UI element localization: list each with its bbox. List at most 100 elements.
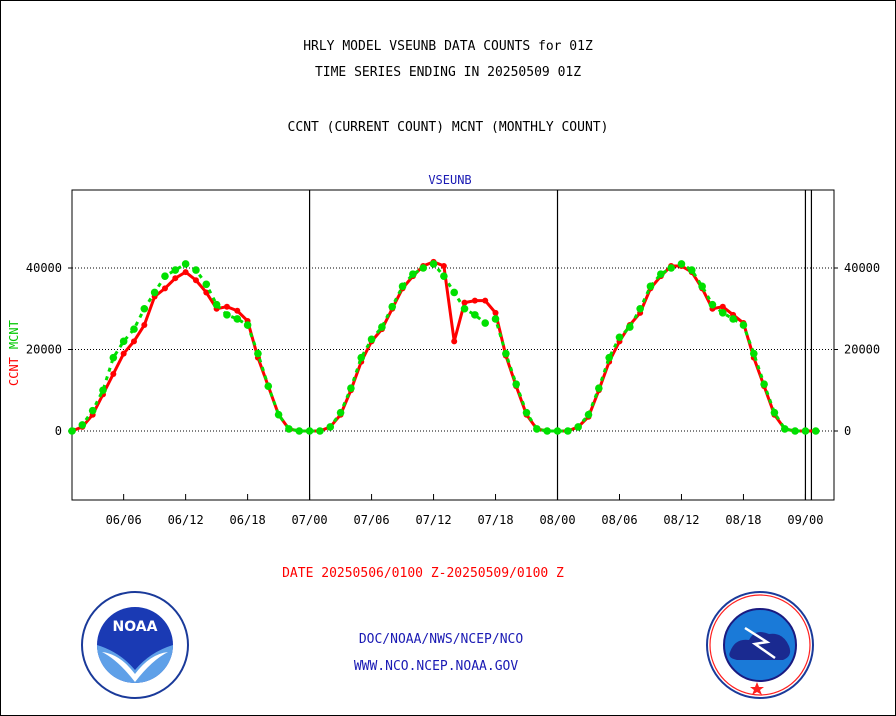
point-mcnt bbox=[512, 380, 520, 388]
point-mcnt bbox=[718, 309, 727, 317]
point-mcnt bbox=[811, 427, 820, 435]
point-ccnt bbox=[440, 262, 447, 269]
point-mcnt bbox=[688, 266, 696, 274]
point-mcnt bbox=[502, 349, 510, 358]
point-mcnt bbox=[729, 315, 737, 323]
point-mcnt bbox=[202, 280, 211, 289]
point-mcnt bbox=[626, 323, 634, 331]
point-ccnt bbox=[482, 297, 489, 304]
x-tick-07/06: 07/06 bbox=[354, 513, 390, 527]
chart-title-line-2: TIME SERIES ENDING IN 20250509 01Z bbox=[314, 65, 582, 80]
point-mcnt bbox=[553, 427, 562, 435]
point-mcnt bbox=[491, 315, 500, 323]
point-mcnt bbox=[409, 270, 417, 278]
point-mcnt bbox=[68, 427, 76, 435]
point-mcnt bbox=[657, 270, 665, 278]
y-tick-right-0: 0 bbox=[844, 424, 851, 438]
point-mcnt bbox=[109, 353, 118, 362]
point-mcnt bbox=[150, 288, 159, 297]
point-mcnt bbox=[739, 321, 748, 329]
y-tick-left-20000: 20000 bbox=[26, 343, 62, 357]
y-label-ccnt: CCNT bbox=[7, 357, 21, 386]
point-mcnt bbox=[770, 408, 779, 417]
point-mcnt bbox=[243, 321, 252, 329]
point-mcnt bbox=[78, 421, 87, 429]
point-mcnt bbox=[450, 288, 459, 297]
point-mcnt bbox=[223, 311, 231, 319]
point-ccnt bbox=[161, 285, 168, 292]
point-mcnt bbox=[708, 300, 717, 309]
point-mcnt bbox=[357, 353, 366, 362]
x-tick-08/06: 08/06 bbox=[601, 513, 637, 527]
point-mcnt bbox=[305, 427, 314, 435]
point-ccnt bbox=[719, 303, 726, 310]
point-mcnt bbox=[295, 427, 304, 435]
point-mcnt bbox=[574, 423, 582, 431]
point-mcnt bbox=[636, 304, 644, 313]
point-ccnt bbox=[223, 303, 230, 310]
point-ccnt bbox=[192, 277, 199, 284]
point-ccnt bbox=[234, 307, 241, 314]
point-ccnt bbox=[141, 322, 148, 329]
point-mcnt bbox=[533, 425, 541, 433]
point-mcnt bbox=[192, 266, 200, 274]
point-mcnt bbox=[398, 282, 407, 291]
point-mcnt bbox=[119, 337, 128, 346]
x-tick-06/06: 06/06 bbox=[106, 513, 142, 527]
point-mcnt bbox=[88, 406, 97, 415]
nws-logo-icon bbox=[706, 591, 814, 699]
point-mcnt bbox=[481, 319, 490, 327]
point-mcnt bbox=[212, 300, 221, 309]
footer-org: DOC/NOAA/NWS/NCEP/NCO bbox=[358, 632, 524, 647]
x-tick-07/12: 07/12 bbox=[415, 513, 451, 527]
x-tick-08/12: 08/12 bbox=[663, 513, 699, 527]
point-mcnt bbox=[161, 272, 169, 280]
point-mcnt bbox=[140, 304, 149, 313]
plot-frame bbox=[71, 189, 835, 501]
y-tick-left-0: 0 bbox=[55, 424, 62, 438]
point-mcnt bbox=[429, 260, 438, 268]
point-ccnt bbox=[172, 275, 179, 282]
point-mcnt bbox=[615, 333, 624, 342]
y-tick-left-40000: 40000 bbox=[26, 261, 62, 275]
point-mcnt bbox=[336, 408, 345, 417]
chart-subtitle: CCNT (CURRENT COUNT) MCNT (MONTHLY COUNT… bbox=[287, 120, 609, 135]
point-mcnt bbox=[233, 315, 242, 323]
point-mcnt bbox=[522, 408, 531, 417]
point-mcnt bbox=[378, 323, 386, 331]
point-mcnt bbox=[780, 425, 789, 433]
point-ccnt bbox=[130, 338, 137, 345]
point-ccnt bbox=[120, 350, 127, 357]
point-mcnt bbox=[388, 302, 397, 311]
point-ccnt bbox=[203, 289, 210, 296]
point-mcnt bbox=[801, 427, 810, 435]
point-mcnt bbox=[264, 382, 273, 390]
point-mcnt bbox=[471, 311, 479, 319]
point-mcnt bbox=[254, 349, 262, 358]
point-mcnt bbox=[677, 260, 686, 268]
point-ccnt bbox=[461, 299, 468, 306]
point-mcnt bbox=[791, 427, 799, 435]
point-mcnt bbox=[749, 349, 758, 358]
point-mcnt bbox=[285, 425, 293, 433]
x-tick-09/00: 09/00 bbox=[787, 513, 823, 527]
point-mcnt bbox=[460, 304, 469, 313]
point-mcnt bbox=[326, 423, 335, 431]
y-tick-right-20000: 20000 bbox=[844, 343, 880, 357]
x-tick-08/18: 08/18 bbox=[725, 513, 761, 527]
date-range: DATE 20250506/0100 Z-20250509/0100 Z bbox=[282, 566, 564, 581]
point-mcnt bbox=[595, 384, 603, 393]
point-mcnt bbox=[367, 335, 376, 344]
point-mcnt bbox=[760, 380, 768, 388]
footer-url[interactable]: WWW.NCO.NCEP.NOAA.GOV bbox=[353, 659, 519, 674]
x-tick-07/00: 07/00 bbox=[292, 513, 328, 527]
point-mcnt bbox=[274, 410, 283, 419]
point-mcnt bbox=[564, 427, 572, 435]
x-tick-08/00: 08/00 bbox=[539, 513, 575, 527]
y-tick-right-40000: 40000 bbox=[844, 261, 880, 275]
point-ccnt bbox=[110, 370, 117, 377]
point-ccnt bbox=[182, 269, 189, 276]
point-mcnt bbox=[440, 272, 448, 280]
x-tick-06/18: 06/18 bbox=[230, 513, 266, 527]
